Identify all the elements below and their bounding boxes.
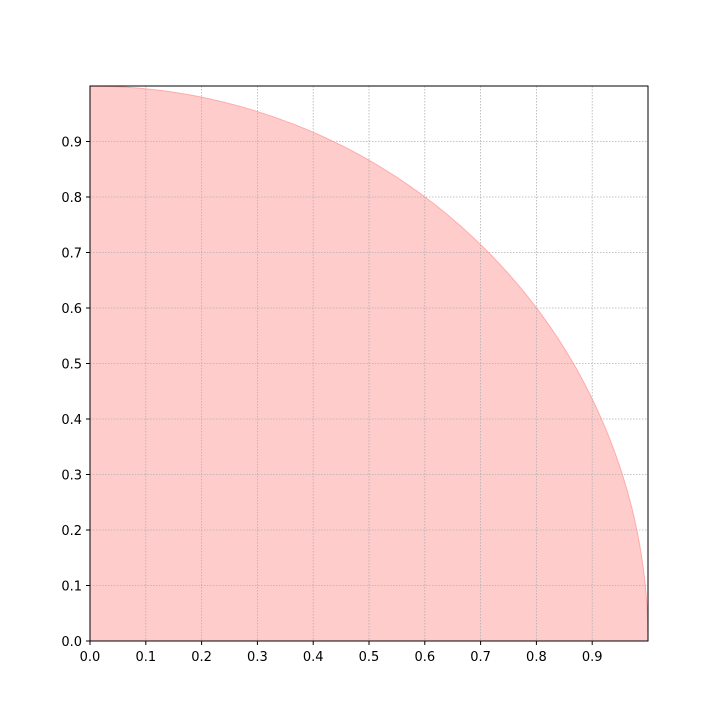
y-tick-label: 0.3 [61, 469, 82, 484]
x-tick-label: 0.8 [526, 650, 547, 665]
x-tick-label: 0.1 [135, 650, 156, 665]
x-tick-label: 0.9 [582, 650, 603, 665]
y-tick-label: 0.9 [61, 136, 82, 151]
x-tick-label: 0.0 [80, 650, 101, 665]
y-tick-label: 0.2 [61, 524, 82, 539]
x-axis-ticks: 0.0 0.1 0.2 0.3 0.4 0.5 0.6 0.7 0.8 0.9 [80, 641, 603, 665]
x-tick-label: 0.4 [303, 650, 324, 665]
y-tick-label: 0.7 [61, 247, 82, 262]
x-tick-label: 0.2 [191, 650, 212, 665]
x-tick-label: 0.6 [414, 650, 435, 665]
y-tick-label: 0.8 [61, 191, 82, 206]
y-tick-label: 0.0 [61, 635, 82, 650]
y-tick-label: 0.6 [61, 302, 82, 317]
y-tick-label: 0.1 [61, 580, 82, 595]
x-tick-label: 0.3 [247, 650, 268, 665]
y-tick-label: 0.5 [61, 358, 82, 373]
y-axis-ticks: 0.0 0.1 0.2 0.3 0.4 0.5 0.6 0.7 0.8 0.9 [61, 136, 90, 650]
y-tick-label: 0.4 [61, 413, 82, 428]
x-tick-label: 0.7 [470, 650, 491, 665]
x-tick-label: 0.5 [359, 650, 380, 665]
